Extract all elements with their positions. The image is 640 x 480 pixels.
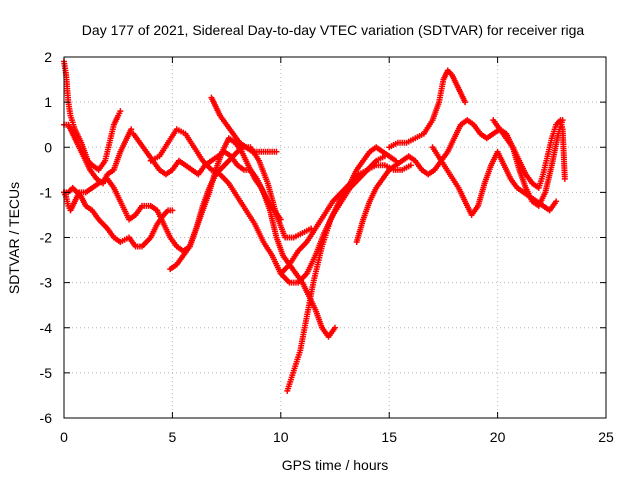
series-group <box>61 121 135 187</box>
y-tick-label: -6 <box>40 410 53 426</box>
y-tick-label: -2 <box>40 230 53 246</box>
axis-ticks <box>63 56 607 419</box>
data-point <box>277 216 284 223</box>
series-group <box>429 144 560 218</box>
y-axis-label: SDTVAR / TECUs <box>6 182 22 294</box>
chart-title: Day 177 of 2021, Sidereal Day-to-day VTE… <box>82 22 585 38</box>
series-group <box>167 135 284 273</box>
data-point <box>273 148 280 155</box>
series-group <box>208 94 280 155</box>
x-tick-label: 5 <box>169 429 177 445</box>
data-point <box>462 99 469 106</box>
x-tick-label: 10 <box>273 429 289 445</box>
x-axis-label: GPS time / hours <box>282 457 389 473</box>
tick-labels: 0 5 10 15 20 25 -6 -5 -4 -3 -2 -1 0 1 2 <box>40 49 614 445</box>
data-point <box>332 324 338 331</box>
x-tick-label: 15 <box>381 429 397 445</box>
data-point <box>169 207 176 214</box>
data-series <box>61 58 568 394</box>
y-tick-label: -4 <box>40 320 53 336</box>
y-tick-label: -3 <box>40 275 53 291</box>
y-tick-label: -1 <box>40 184 53 200</box>
x-tick-label: 25 <box>598 429 614 445</box>
y-tick-label: 0 <box>44 139 52 155</box>
y-tick-label: 1 <box>44 94 52 110</box>
data-point <box>553 198 560 205</box>
data-point <box>407 162 414 169</box>
y-tick-label: -5 <box>40 365 53 381</box>
y-tick-label: 2 <box>44 49 52 65</box>
series-group <box>490 117 568 191</box>
x-tick-label: 20 <box>490 429 506 445</box>
data-point <box>128 126 135 133</box>
series-group <box>130 130 338 340</box>
series-group <box>386 67 469 151</box>
x-tick-label: 0 <box>60 429 68 445</box>
data-point <box>561 175 568 182</box>
series-group <box>353 117 566 246</box>
grid <box>64 57 606 418</box>
series-group <box>277 162 414 277</box>
data-point <box>117 108 124 115</box>
series-group <box>61 184 176 250</box>
series-group <box>61 58 124 173</box>
